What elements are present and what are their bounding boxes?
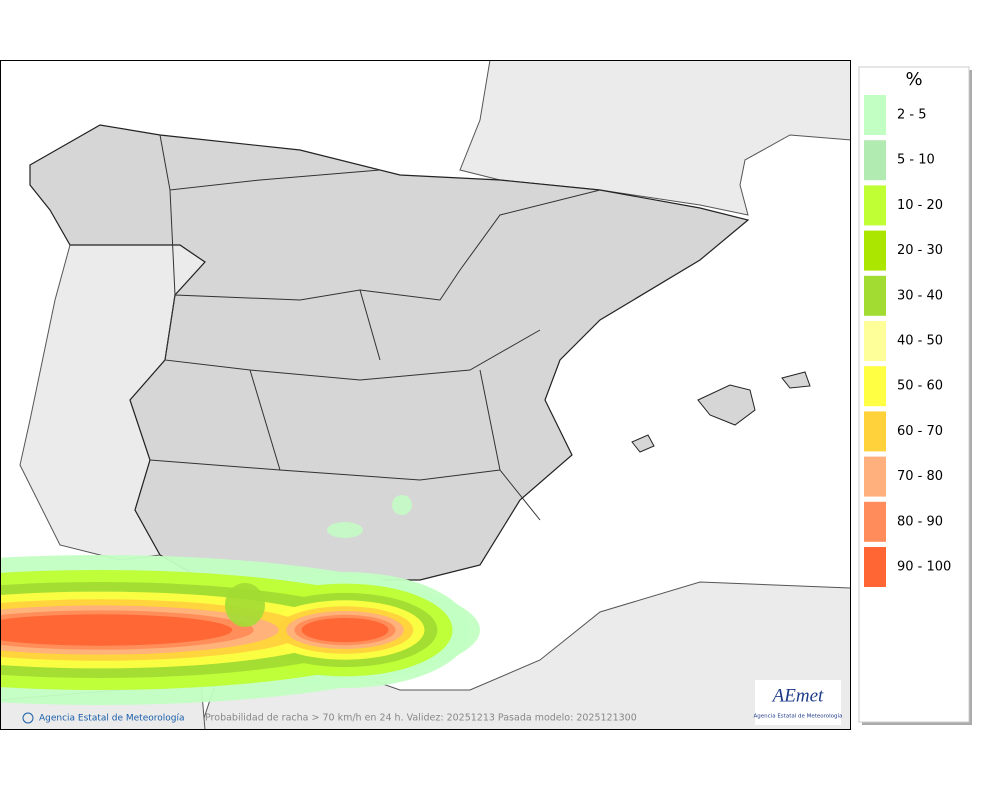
probability-area — [225, 583, 265, 627]
legend-title: % — [905, 69, 922, 90]
legend-label: 40 - 50 — [897, 334, 943, 349]
map — [1, 61, 850, 729]
caption: Probabilidad de racha > 70 km/h en 24 h.… — [205, 713, 637, 724]
map-frame — [0, 60, 851, 730]
probability-area — [301, 617, 389, 643]
legend-swatch — [864, 501, 886, 542]
probability-area — [1, 614, 233, 646]
legend-swatch — [864, 95, 886, 135]
legend-swatch — [864, 411, 886, 452]
legend-swatch — [864, 366, 886, 407]
legend-swatch — [864, 456, 886, 497]
credit: Agencia Estatal de Meteorología — [39, 714, 185, 724]
legend-swatch — [864, 547, 886, 587]
france — [459, 61, 850, 216]
legend-swatch — [864, 185, 886, 226]
legend: 2 - 5 5 - 10 10 - 20 20 - 30 30 - 40 40 - 50 5… — [864, 95, 951, 587]
spain — [29, 124, 750, 593]
legend-swatch — [864, 140, 886, 181]
probability-area — [327, 522, 363, 538]
menorca — [781, 371, 811, 389]
legend-swatch — [864, 275, 886, 316]
legend-label: 10 - 20 — [897, 198, 943, 213]
logo-name: AEmet — [771, 685, 824, 706]
legend-label: 5 - 10 — [897, 153, 935, 168]
logo-subtitle: Agencia Estatal de Meteorología — [754, 713, 843, 720]
probability-area — [392, 495, 412, 515]
ibiza — [631, 434, 655, 453]
legend-label: 60 - 70 — [897, 424, 943, 439]
legend-label: 80 - 90 — [897, 514, 943, 529]
legend-label: 70 - 80 — [897, 469, 943, 484]
legend-swatch — [864, 321, 886, 361]
logo-box — [755, 680, 841, 725]
legend-label: 20 - 30 — [897, 243, 943, 258]
regions — [149, 134, 601, 521]
legend-label: 2 - 5 — [897, 108, 927, 123]
legend-swatch — [864, 230, 886, 271]
legend-label: 50 - 60 — [897, 379, 943, 394]
mallorca — [697, 384, 756, 426]
probability-field — [1, 495, 480, 705]
legend-label: 30 - 40 — [897, 288, 943, 303]
copyright-icon — [22, 712, 34, 724]
legend-label: 90 - 100 — [897, 560, 951, 575]
